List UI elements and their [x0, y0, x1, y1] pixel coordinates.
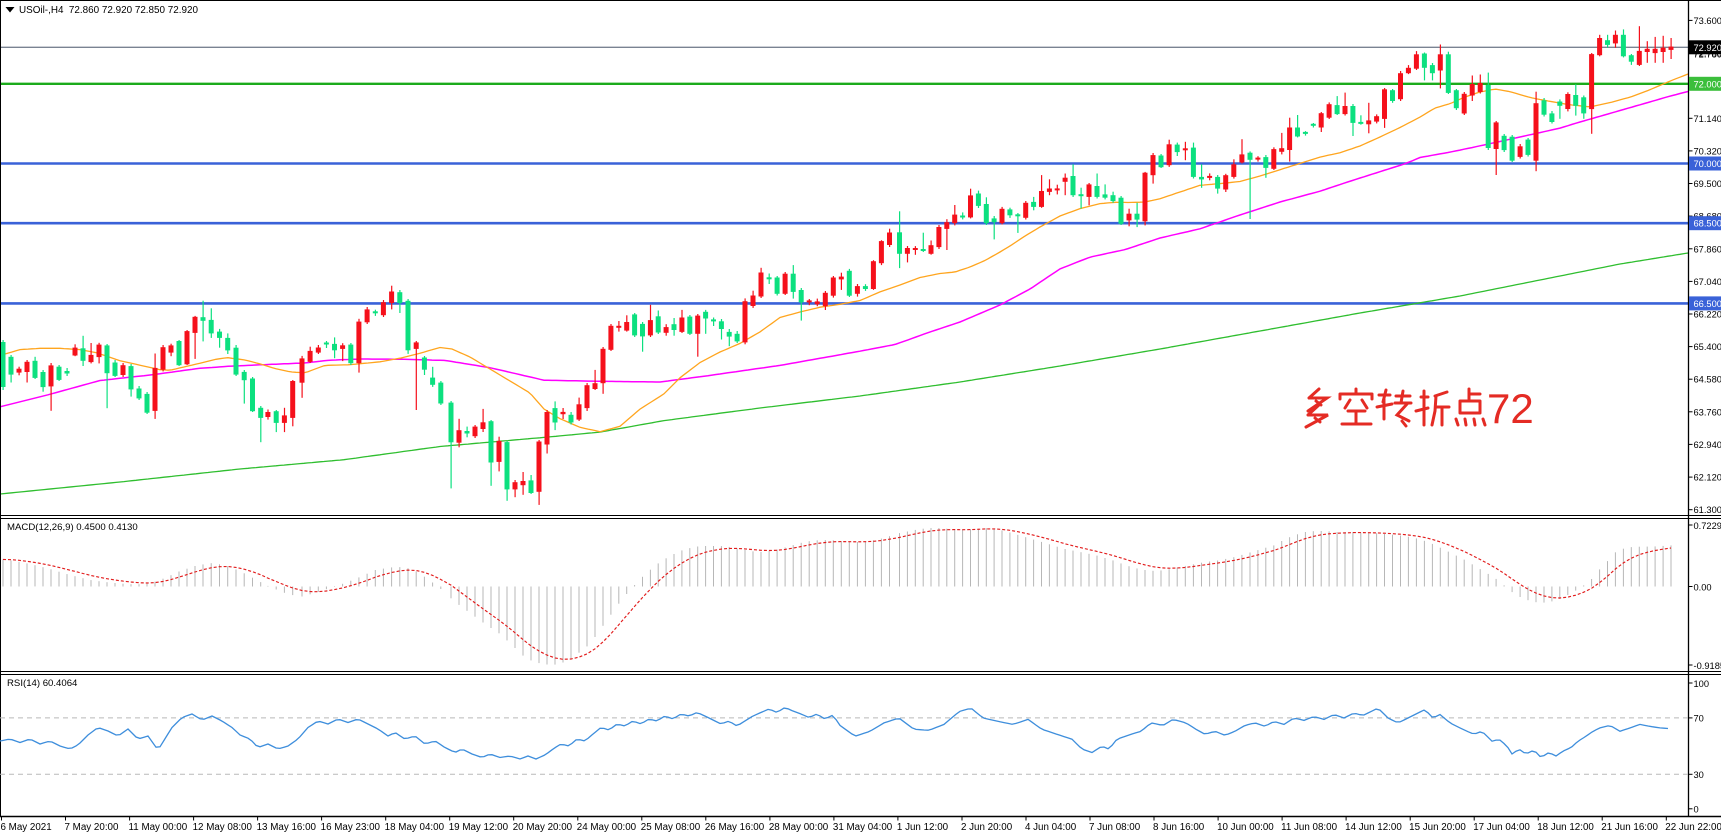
- svg-text:70: 70: [1694, 713, 1704, 723]
- svg-text:24 May 00:00: 24 May 00:00: [577, 822, 637, 833]
- svg-text:6 May 2021: 6 May 2021: [1, 822, 52, 833]
- svg-text:11 May 00:00: 11 May 00:00: [129, 822, 188, 833]
- svg-text:16 May 23:00: 16 May 23:00: [321, 822, 381, 833]
- svg-text:20 May 20:00: 20 May 20:00: [513, 822, 573, 833]
- svg-text:MACD(12,26,9) 0.4500 0.4130: MACD(12,26,9) 0.4500 0.4130: [7, 522, 138, 533]
- svg-text:70.320: 70.320: [1694, 146, 1721, 156]
- svg-text:12 May 08:00: 12 May 08:00: [193, 822, 253, 833]
- svg-text:0: 0: [1694, 804, 1699, 814]
- svg-text:4 Jun 04:00: 4 Jun 04:00: [1025, 822, 1077, 833]
- svg-text:26 May 16:00: 26 May 16:00: [705, 822, 765, 833]
- svg-text:64.580: 64.580: [1694, 375, 1721, 385]
- svg-text:7 May 20:00: 7 May 20:00: [65, 822, 119, 833]
- svg-text:61.300: 61.300: [1694, 505, 1721, 515]
- svg-text:100: 100: [1694, 679, 1710, 689]
- svg-text:72.000: 72.000: [1694, 79, 1721, 89]
- svg-text:67.040: 67.040: [1694, 277, 1721, 287]
- svg-text:11 Jun 08:00: 11 Jun 08:00: [1281, 822, 1337, 833]
- svg-text:13 May 16:00: 13 May 16:00: [257, 822, 317, 833]
- svg-text:70.000: 70.000: [1694, 159, 1721, 169]
- svg-text:18 May 04:00: 18 May 04:00: [385, 822, 445, 833]
- svg-text:0.00: 0.00: [1694, 583, 1712, 593]
- svg-text:30: 30: [1694, 770, 1704, 780]
- svg-text:31 May 04:00: 31 May 04:00: [833, 822, 893, 833]
- svg-text:73.600: 73.600: [1694, 16, 1721, 26]
- svg-text:72.920: 72.920: [1694, 43, 1721, 53]
- svg-text:67.860: 67.860: [1694, 244, 1721, 254]
- svg-text:62.940: 62.940: [1694, 440, 1721, 450]
- svg-text:2 Jun 20:00: 2 Jun 20:00: [961, 822, 1013, 833]
- svg-text:28 May 00:00: 28 May 00:00: [769, 822, 829, 833]
- svg-text:RSI(14) 60.4064: RSI(14) 60.4064: [7, 678, 78, 689]
- svg-text:71.140: 71.140: [1694, 114, 1721, 124]
- svg-text:USOil-,H4 72.860 72.920 72.85: USOil-,H4 72.860 72.920 72.850 72.920: [19, 5, 198, 16]
- svg-text:8 Jun 16:00: 8 Jun 16:00: [1153, 822, 1205, 833]
- svg-text:63.760: 63.760: [1694, 407, 1721, 417]
- svg-text:69.500: 69.500: [1694, 179, 1721, 189]
- svg-text:25 May 08:00: 25 May 08:00: [641, 822, 701, 833]
- svg-text:14 Jun 12:00: 14 Jun 12:00: [1345, 822, 1402, 833]
- svg-text:21 Jun 16:00: 21 Jun 16:00: [1601, 822, 1658, 833]
- svg-text:1 Jun 12:00: 1 Jun 12:00: [897, 822, 949, 833]
- svg-text:66.500: 66.500: [1694, 299, 1721, 309]
- svg-text:68.500: 68.500: [1694, 219, 1721, 229]
- svg-text:-0.9185: -0.9185: [1694, 661, 1721, 671]
- svg-text:10 Jun 00:00: 10 Jun 00:00: [1217, 822, 1274, 833]
- svg-text:72: 72: [1487, 385, 1534, 432]
- svg-text:15 Jun 20:00: 15 Jun 20:00: [1409, 822, 1466, 833]
- svg-text:17 Jun 04:00: 17 Jun 04:00: [1473, 822, 1530, 833]
- svg-text:65.400: 65.400: [1694, 342, 1721, 352]
- svg-text:22 Jun 22:00: 22 Jun 22:00: [1665, 822, 1721, 833]
- svg-text:0.7229: 0.7229: [1694, 521, 1721, 531]
- svg-text:72.780: 72.780: [1694, 50, 1721, 60]
- svg-text:66.220: 66.220: [1694, 310, 1721, 320]
- svg-text:62.120: 62.120: [1694, 473, 1721, 483]
- svg-text:18 Jun 12:00: 18 Jun 12:00: [1537, 822, 1594, 833]
- svg-text:7 Jun 08:00: 7 Jun 08:00: [1089, 822, 1141, 833]
- svg-text:19 May 12:00: 19 May 12:00: [449, 822, 509, 833]
